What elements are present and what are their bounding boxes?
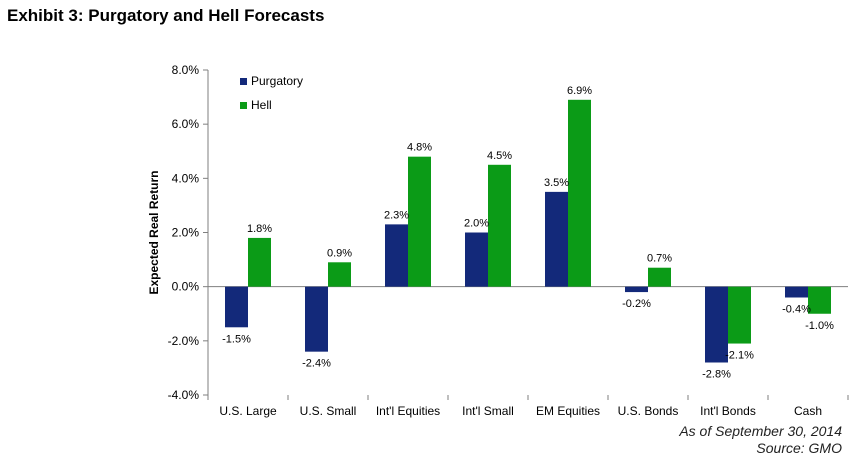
bar-hell [328, 262, 351, 287]
x-tick-label: Int'l Bonds [700, 404, 756, 418]
data-label: 6.9% [567, 85, 592, 97]
y-tick-label: 4.0% [172, 171, 200, 185]
bar-purgatory [785, 286, 808, 298]
bar-purgatory [385, 224, 408, 287]
x-tick-label: EM Equities [536, 404, 600, 418]
data-label: -0.4% [782, 304, 811, 316]
bar-purgatory [465, 232, 488, 287]
data-label: -2.1% [725, 350, 754, 362]
data-label: 1.8% [247, 223, 272, 235]
y-tick-label: 8.0% [172, 63, 200, 77]
x-tick-label: U.S. Small [300, 404, 357, 418]
x-tick-label: U.S. Bonds [618, 404, 679, 418]
legend-label-purgatory: Purgatory [251, 74, 303, 88]
data-label: 3.5% [544, 177, 569, 189]
source-note: Source: GMO [756, 440, 842, 456]
data-label: 2.0% [464, 218, 489, 230]
bar-purgatory [305, 286, 328, 352]
y-tick-label: 0.0% [172, 280, 200, 294]
bar-hell [488, 164, 511, 287]
x-tick-label: Int'l Small [462, 404, 514, 418]
data-label: 0.7% [647, 253, 672, 265]
legend-swatch-purgatory [240, 78, 247, 85]
y-tick-label: 2.0% [172, 226, 200, 240]
data-label: -1.0% [805, 320, 834, 332]
as-of-date: As of September 30, 2014 [679, 423, 842, 439]
bar-hell [568, 99, 591, 287]
data-label: 4.8% [407, 142, 432, 154]
x-tick-label: U.S. Large [219, 404, 277, 418]
x-tick-label: Int'l Equities [376, 404, 440, 418]
chart-footnote: As of September 30, 2014 Source: GMO [679, 423, 842, 457]
data-label: -0.2% [622, 298, 651, 310]
bar-hell [408, 156, 431, 287]
data-labels: -1.5% -2.4% 2.3% 2.0% 3.5% -0.2% -2.8% -0.4% 1.8… [222, 85, 834, 381]
data-label: -2.8% [702, 369, 731, 381]
y-tick-label: -2.0% [168, 334, 200, 348]
data-label: 4.5% [487, 150, 512, 162]
chart-title: Exhibit 3: Purgatory and Hell Forecasts [7, 6, 325, 25]
bar-purgatory [545, 191, 568, 287]
legend-swatch-hell [240, 102, 247, 109]
chart-bars [225, 99, 831, 363]
x-tick-label: Cash [794, 404, 822, 418]
bar-purgatory [705, 286, 728, 363]
bar-purgatory [225, 286, 248, 328]
y-tick-label: -4.0% [168, 388, 200, 402]
y-axis-title: Expected Real Return [147, 170, 161, 294]
legend-label-hell: Hell [251, 98, 272, 112]
chart-legend: Purgatory Hell [240, 74, 303, 112]
y-tick-label: 6.0% [172, 117, 200, 131]
data-label: 2.3% [384, 209, 409, 221]
bar-hell [808, 286, 831, 314]
bar-hell [728, 286, 751, 344]
data-label: 0.9% [327, 247, 352, 259]
chart-axes: -4.0% -2.0% 0.0% 2.0% 4.0% 6.0% 8.0% U.S. Large… [147, 63, 849, 418]
data-label: -2.4% [302, 358, 331, 370]
bar-purgatory [625, 286, 648, 293]
bar-hell [248, 237, 271, 287]
data-label: -1.5% [222, 333, 251, 345]
bar-hell [648, 267, 671, 287]
